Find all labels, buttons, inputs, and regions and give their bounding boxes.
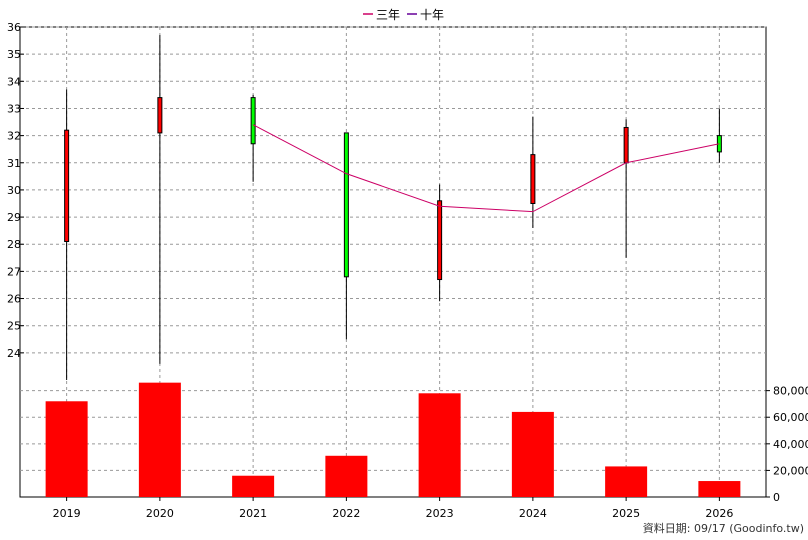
candlesticks (64, 35, 722, 380)
volume-bar (605, 466, 648, 497)
x-tick-label: 2021 (239, 507, 267, 520)
volume-bar (418, 393, 461, 497)
candle-body (64, 129, 70, 243)
volume-bar (511, 411, 554, 497)
volume-tick-label: 20,000 (773, 464, 808, 477)
legend: 三年 十年 (363, 8, 444, 22)
candle-body (343, 132, 349, 278)
volume-bar (232, 475, 275, 497)
volume-tick-label: 80,000 (773, 385, 808, 398)
volume-bars (45, 382, 741, 497)
x-tick-label: 2022 (332, 507, 360, 520)
legend-label-three-year: 三年 (376, 8, 400, 22)
volume-tick-label: 0 (773, 491, 780, 504)
volume-bar (45, 401, 88, 497)
legend-label-ten-year: 十年 (420, 8, 444, 22)
candle-body (157, 97, 163, 134)
price-tick-label: 31 (7, 157, 21, 170)
average-lines (252, 124, 720, 213)
volume-bar (138, 382, 181, 497)
x-tick-label: 2025 (612, 507, 640, 520)
footer-note: 資料日期: 09/17 (Goodinfo.tw) (643, 521, 804, 535)
price-tick-label: 36 (7, 21, 21, 34)
price-y-axis: 24 25 26 27 28 29 30 31 32 33 34 35 36 (7, 21, 24, 360)
three-year-line (252, 124, 720, 213)
volume-gridlines (20, 390, 766, 471)
price-tick-label: 35 (7, 48, 21, 61)
volume-bar (325, 455, 368, 497)
x-tick-label: 2023 (426, 507, 454, 520)
candle-body (250, 97, 256, 145)
price-tick-label: 24 (7, 347, 21, 360)
x-tick-label: 2019 (53, 507, 81, 520)
x-tick-label: 2024 (519, 507, 547, 520)
volume-tick-label: 40,000 (773, 438, 808, 451)
x-tick-label: 2020 (146, 507, 174, 520)
price-tick-label: 34 (7, 75, 21, 88)
x-axis: 2019 2020 2021 2022 2023 2024 2025 2026 (53, 497, 733, 520)
price-tick-label: 28 (7, 238, 21, 251)
plot-frame (19, 26, 767, 498)
price-tick-label: 27 (7, 265, 21, 278)
price-tick-label: 32 (7, 130, 21, 143)
volume-y-axis: 0 20,000 40,000 60,000 80,000 (765, 380, 808, 504)
candle-body (623, 126, 629, 164)
price-tick-label: 29 (7, 211, 21, 224)
volume-tick-label: 60,000 (773, 411, 808, 424)
candle-body (530, 154, 536, 204)
volume-bar (698, 481, 741, 497)
price-tick-label: 26 (7, 293, 21, 306)
price-tick-label: 33 (7, 102, 21, 115)
price-tick-label: 30 (7, 184, 21, 197)
x-tick-label: 2026 (705, 507, 733, 520)
price-tick-label: 25 (7, 320, 21, 333)
candle-body (437, 200, 443, 281)
